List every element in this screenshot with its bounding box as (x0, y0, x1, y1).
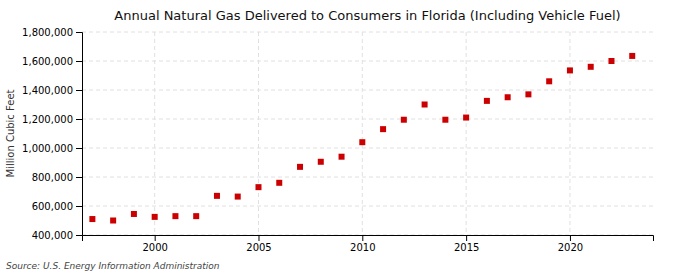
point (401, 117, 407, 123)
y-tick: 400,000 (32, 230, 82, 241)
y-tick-mark (76, 32, 82, 33)
x-grid-line (362, 32, 363, 235)
point (297, 164, 303, 170)
point (422, 102, 428, 108)
x-grid-line (258, 32, 259, 235)
point (255, 184, 261, 190)
x-axis: 2000 2005 2010 2015 2020 (83, 235, 654, 253)
x-tick-label: 2005 (246, 242, 271, 253)
point (442, 117, 448, 123)
y-tick-label: 600,000 (32, 201, 73, 212)
point (484, 98, 490, 104)
point (110, 218, 116, 224)
x-tick: 2005 (246, 235, 271, 253)
y-tick: 1,600,000 (22, 56, 82, 67)
point (214, 193, 220, 199)
y-grid-line (82, 119, 653, 120)
y-grid-line (82, 32, 653, 33)
y-tick: 1,800,000 (22, 27, 82, 38)
point (131, 211, 137, 217)
x-grid-line (466, 32, 467, 235)
x-tick: 2010 (350, 235, 375, 253)
point (588, 64, 594, 70)
y-tick-mark (76, 177, 82, 178)
point (89, 216, 95, 222)
y-tick-label: 1,000,000 (22, 143, 73, 154)
y-tick: 600,000 (32, 201, 82, 212)
x-grid-line (154, 32, 155, 235)
point (318, 159, 324, 165)
x-tick-mark (362, 235, 363, 241)
x-tick-mark (570, 235, 571, 241)
y-grid-line (82, 148, 653, 149)
point (525, 91, 531, 97)
point (567, 67, 573, 73)
y-tick-label: 800,000 (32, 172, 73, 183)
x-tick-label: 2000 (142, 242, 167, 253)
x-grid-line (569, 32, 570, 235)
title: Annual Natural Gas Delivered to Consumer… (114, 8, 620, 23)
point (152, 214, 158, 220)
y-grid-line (82, 61, 653, 62)
point (172, 213, 178, 219)
y-grid-line (82, 177, 653, 178)
point (505, 94, 511, 100)
x-tick-label: 2015 (454, 242, 479, 253)
y-tick-mark (76, 148, 82, 149)
y-tick-label: 1,800,000 (22, 27, 73, 38)
point (193, 213, 199, 219)
y-tick: 1,400,000 (22, 85, 82, 96)
y-axis: 400,000 600,000 800,000 1,000,000 1,200,000 1… (22, 27, 82, 241)
chart: 2000 2005 2010 2015 2020 400,000 600,000 800,00… (0, 0, 675, 275)
point (235, 194, 241, 200)
y-tick-label: 1,400,000 (22, 85, 73, 96)
y-tick: 1,000,000 (22, 143, 82, 154)
x-tick: 2020 (558, 235, 583, 253)
y-tick-mark (76, 206, 82, 207)
point (359, 139, 365, 145)
y-tick-mark (76, 61, 82, 62)
point (276, 180, 282, 186)
y-grid-line (82, 206, 653, 207)
y-tick-mark (76, 119, 82, 120)
x-tick-mark (466, 235, 467, 241)
y-tick-label: 400,000 (32, 230, 73, 241)
point (608, 58, 614, 64)
grid (82, 32, 653, 235)
y-tick: 1,200,000 (22, 114, 82, 125)
y-axis-title: Million Cubic Feet (5, 89, 16, 177)
y-tick-label: 1,200,000 (22, 114, 73, 125)
x-tick-mark (155, 235, 156, 241)
y-tick-mark (76, 235, 82, 236)
y-grid-line (82, 90, 653, 91)
y-axis-line (76, 33, 83, 236)
point (463, 115, 469, 121)
x-tick-label: 2010 (350, 242, 375, 253)
x-axis-line (83, 236, 654, 242)
plot: 2000 2005 2010 2015 2020 400,000 600,000 800,00… (22, 27, 653, 253)
point (629, 53, 635, 59)
x-tick: 2015 (454, 235, 479, 253)
y-tick-mark (76, 90, 82, 91)
point (339, 154, 345, 160)
point (546, 78, 552, 84)
point (380, 126, 386, 132)
points (89, 53, 635, 224)
y-tick: 800,000 (32, 172, 82, 183)
x-tick-mark (258, 235, 259, 241)
x-tick-label: 2020 (558, 242, 583, 253)
annotation: Source: U.S. Energy Information Administ… (6, 261, 220, 271)
y-tick-label: 1,600,000 (22, 56, 73, 67)
x-tick: 2000 (142, 235, 167, 253)
